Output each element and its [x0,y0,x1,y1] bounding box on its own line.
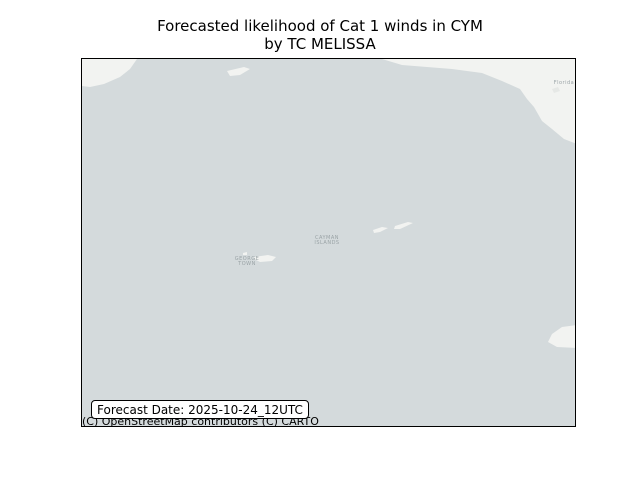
cayman-islands-label: CAYMAN ISLANDS [314,235,340,246]
little-cayman-island [373,227,388,233]
grand-cayman-island [254,255,276,262]
basemap [82,59,575,348]
cayman-brac-island [394,222,413,229]
forecast-date-box: Forecast Date: 2025-10-24_12UTC [91,400,309,419]
small-island-right [552,87,560,93]
isle-of-youth [227,67,250,76]
chart-title-line-2: by TC MELISSA [264,35,376,53]
florida-label: Florida [553,80,575,86]
grand-cayman-dot [243,252,247,255]
george-town-label: GEORGE TOWN [234,256,260,267]
coast-bottom-right [548,325,575,348]
map-area[interactable]: GEORGE TOWN CAYMAN ISLANDS Florida [81,58,576,427]
chart-title-line-1: Forecasted likelihood of Cat 1 winds in … [157,17,483,35]
jamaica-coast [382,59,575,144]
cuba-landmass [82,59,137,87]
